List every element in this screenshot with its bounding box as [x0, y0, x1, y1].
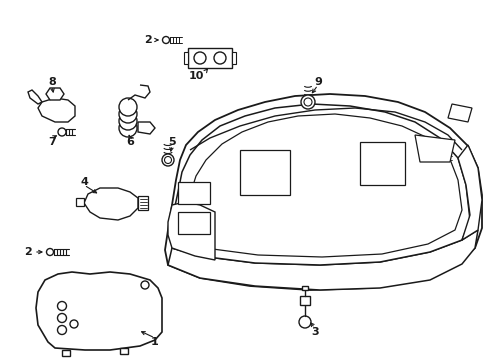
Polygon shape — [46, 88, 64, 100]
Polygon shape — [231, 52, 236, 64]
Polygon shape — [138, 122, 155, 134]
Polygon shape — [178, 182, 209, 204]
Circle shape — [194, 52, 205, 64]
Circle shape — [119, 119, 137, 137]
Circle shape — [141, 281, 149, 289]
Polygon shape — [120, 348, 128, 354]
Text: 2: 2 — [24, 247, 32, 257]
Polygon shape — [414, 135, 454, 162]
Circle shape — [162, 154, 174, 166]
Circle shape — [46, 248, 53, 256]
Text: 2: 2 — [144, 35, 152, 45]
Circle shape — [261, 161, 283, 183]
Circle shape — [298, 316, 310, 328]
Polygon shape — [28, 90, 42, 104]
Polygon shape — [299, 296, 309, 305]
Polygon shape — [172, 104, 469, 265]
Circle shape — [119, 105, 137, 123]
Circle shape — [164, 157, 171, 163]
Polygon shape — [84, 188, 138, 220]
Polygon shape — [62, 350, 70, 356]
Polygon shape — [240, 150, 289, 195]
Circle shape — [58, 314, 66, 323]
Text: 5: 5 — [168, 137, 176, 147]
Circle shape — [58, 128, 66, 136]
Text: 3: 3 — [310, 327, 318, 337]
Polygon shape — [36, 272, 162, 350]
Circle shape — [119, 98, 137, 116]
Text: 6: 6 — [126, 137, 134, 147]
Polygon shape — [359, 142, 404, 185]
Circle shape — [304, 98, 311, 106]
Polygon shape — [164, 94, 481, 290]
Polygon shape — [178, 212, 209, 234]
Polygon shape — [187, 48, 231, 68]
Text: 8: 8 — [48, 77, 56, 87]
Circle shape — [162, 36, 169, 44]
Text: 7: 7 — [48, 137, 56, 147]
Polygon shape — [447, 104, 471, 122]
Circle shape — [214, 52, 225, 64]
Text: 10: 10 — [188, 71, 203, 81]
Circle shape — [58, 325, 66, 334]
Polygon shape — [168, 230, 477, 290]
Text: 1: 1 — [151, 337, 159, 347]
Polygon shape — [168, 202, 215, 260]
Text: 4: 4 — [80, 177, 88, 187]
Polygon shape — [183, 52, 187, 64]
Circle shape — [119, 112, 137, 130]
Polygon shape — [457, 145, 481, 240]
Text: 9: 9 — [313, 77, 321, 87]
Circle shape — [301, 95, 314, 109]
Circle shape — [70, 320, 78, 328]
Polygon shape — [38, 98, 75, 122]
Polygon shape — [302, 286, 307, 290]
Polygon shape — [76, 198, 84, 206]
Circle shape — [58, 301, 66, 310]
Polygon shape — [138, 196, 148, 210]
